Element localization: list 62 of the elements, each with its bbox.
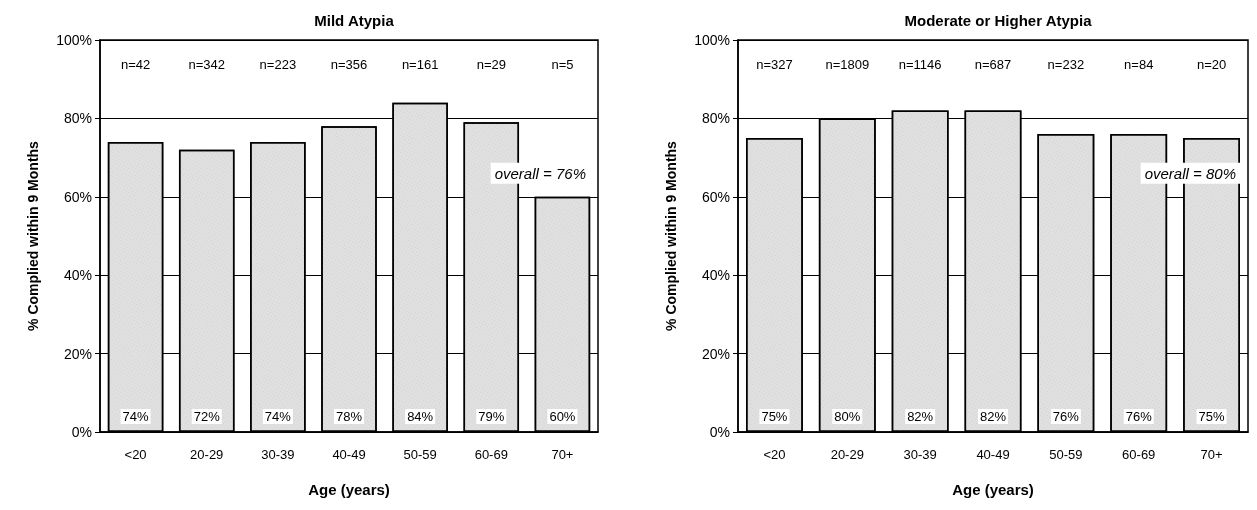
x-tick-label: 70+	[551, 447, 574, 462]
x-tick-label: <20	[124, 447, 147, 462]
data-label: 74%	[264, 409, 292, 424]
y-tick-label: 60%	[63, 188, 92, 205]
data-label: 75%	[761, 409, 788, 424]
x-axis-title: Age (years)	[952, 481, 1034, 498]
x-tick-label: 20-29	[190, 447, 224, 462]
data-label: 80%	[834, 409, 861, 424]
annotation: n=161	[401, 56, 439, 72]
x-tick-label: 60-69	[474, 447, 508, 462]
x-tick-label: 30-39	[261, 447, 295, 462]
annotation: n=5	[551, 56, 574, 72]
data-label: 84%	[407, 409, 434, 424]
x-tick-label: 40-49	[976, 447, 1010, 462]
data-label: 78%	[335, 409, 363, 424]
x-tick-label: 60-69	[1122, 447, 1156, 462]
y-axis-title: % Complied within 9 Months	[663, 140, 679, 331]
y-axis-title: % Complied within 9 Months	[25, 140, 41, 331]
y-tick-label: 20%	[701, 345, 730, 362]
annotation: n=29	[476, 56, 506, 72]
y-tick-label: 0%	[709, 424, 730, 440]
annotation: n=20	[1196, 56, 1227, 72]
annotation: n=327	[756, 56, 793, 72]
data-label: 74%	[122, 409, 150, 424]
data-label: 76%	[1052, 409, 1080, 424]
x-tick-label: 30-39	[903, 447, 937, 462]
annotation: n=84	[1124, 56, 1154, 72]
annotation: n=42	[120, 56, 151, 72]
y-tick-label: 0%	[71, 424, 92, 440]
annotation: overall = 76%	[494, 164, 586, 182]
data-label: 72%	[193, 409, 221, 424]
annotation: overall = 80%	[1144, 164, 1236, 182]
data-label: 82%	[979, 409, 1007, 424]
annotation: n=356	[330, 56, 368, 72]
annotation: n=687	[974, 56, 1012, 72]
y-tick-label: 40%	[701, 267, 730, 284]
x-tick-label: 40-49	[332, 447, 366, 462]
y-tick-label: 60%	[701, 188, 730, 205]
data-label: 75%	[1198, 409, 1226, 424]
x-axis-title: Age (years)	[308, 481, 390, 498]
x-tick-label: 70+	[1200, 447, 1223, 462]
y-tick-label: 40%	[63, 267, 92, 284]
data-label: 76%	[1125, 409, 1153, 424]
x-tick-label: 50-59	[1049, 447, 1083, 462]
annotation: n=232	[1047, 56, 1085, 72]
y-tick-label: 20%	[63, 345, 92, 362]
annotation: n=1809	[825, 56, 870, 72]
y-tick-label: 80%	[701, 110, 730, 127]
chart-title: Moderate or Higher Atypia	[904, 12, 1093, 29]
y-tick-label: 100%	[694, 32, 730, 48]
chart-title: Mild Atypia	[314, 12, 395, 29]
annotation: n=342	[188, 56, 225, 72]
data-label: 79%	[478, 409, 505, 424]
annotation: n=1146	[898, 56, 942, 72]
annotation: n=223	[259, 56, 297, 72]
data-label: 82%	[907, 409, 934, 424]
x-tick-label: 20-29	[830, 447, 864, 462]
x-tick-label: <20	[763, 447, 786, 462]
y-tick-label: 100%	[56, 32, 92, 48]
x-tick-label: 50-59	[403, 447, 437, 462]
y-tick-label: 80%	[63, 110, 92, 127]
data-label: 60%	[549, 409, 576, 424]
